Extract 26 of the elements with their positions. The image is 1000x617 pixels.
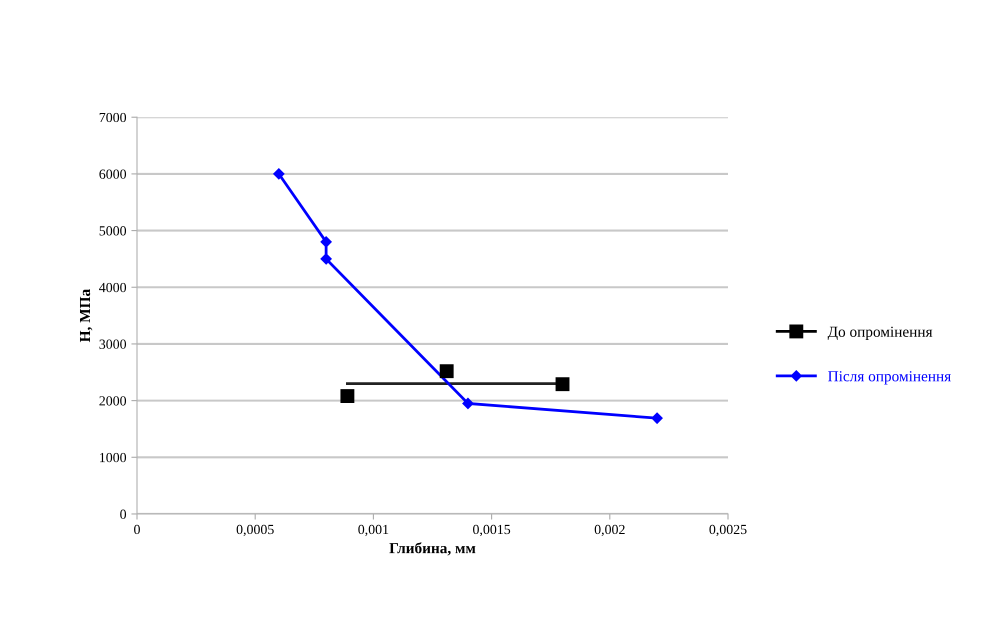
y-tick-label: 5000 [100, 226, 126, 236]
point [556, 377, 570, 392]
y-tick-label: 2000 [99, 396, 126, 406]
x-axis-title: Глибина, мм [389, 542, 476, 556]
x-tick-label: 0,0015 [473, 524, 510, 536]
y-tick-label: 4000 [99, 282, 126, 292]
legend-label: Після опромінення [828, 371, 951, 384]
legend-label: До опромінення [828, 326, 932, 340]
y-tick-label: 1000 [100, 452, 126, 462]
y-tick-label: 6000 [99, 169, 126, 179]
point [651, 412, 663, 424]
x-tick-label: 0,0025 [709, 524, 747, 536]
y-tick-label: 7000 [100, 112, 126, 122]
y-tick-label: 3000 [99, 340, 126, 349]
x-tick-label: 0,0005 [236, 524, 274, 536]
point [440, 364, 454, 378]
y-axis-title: H, МПа [80, 289, 92, 342]
x-tick-label: 0,001 [358, 524, 388, 536]
point [273, 168, 284, 180]
point [340, 389, 354, 404]
x-tick-label: 0 [134, 524, 140, 534]
x-tick-label: 0,002 [594, 524, 625, 536]
y-tick-label: 0 [120, 510, 126, 519]
point [320, 253, 332, 265]
point [320, 236, 332, 248]
point [462, 398, 474, 410]
